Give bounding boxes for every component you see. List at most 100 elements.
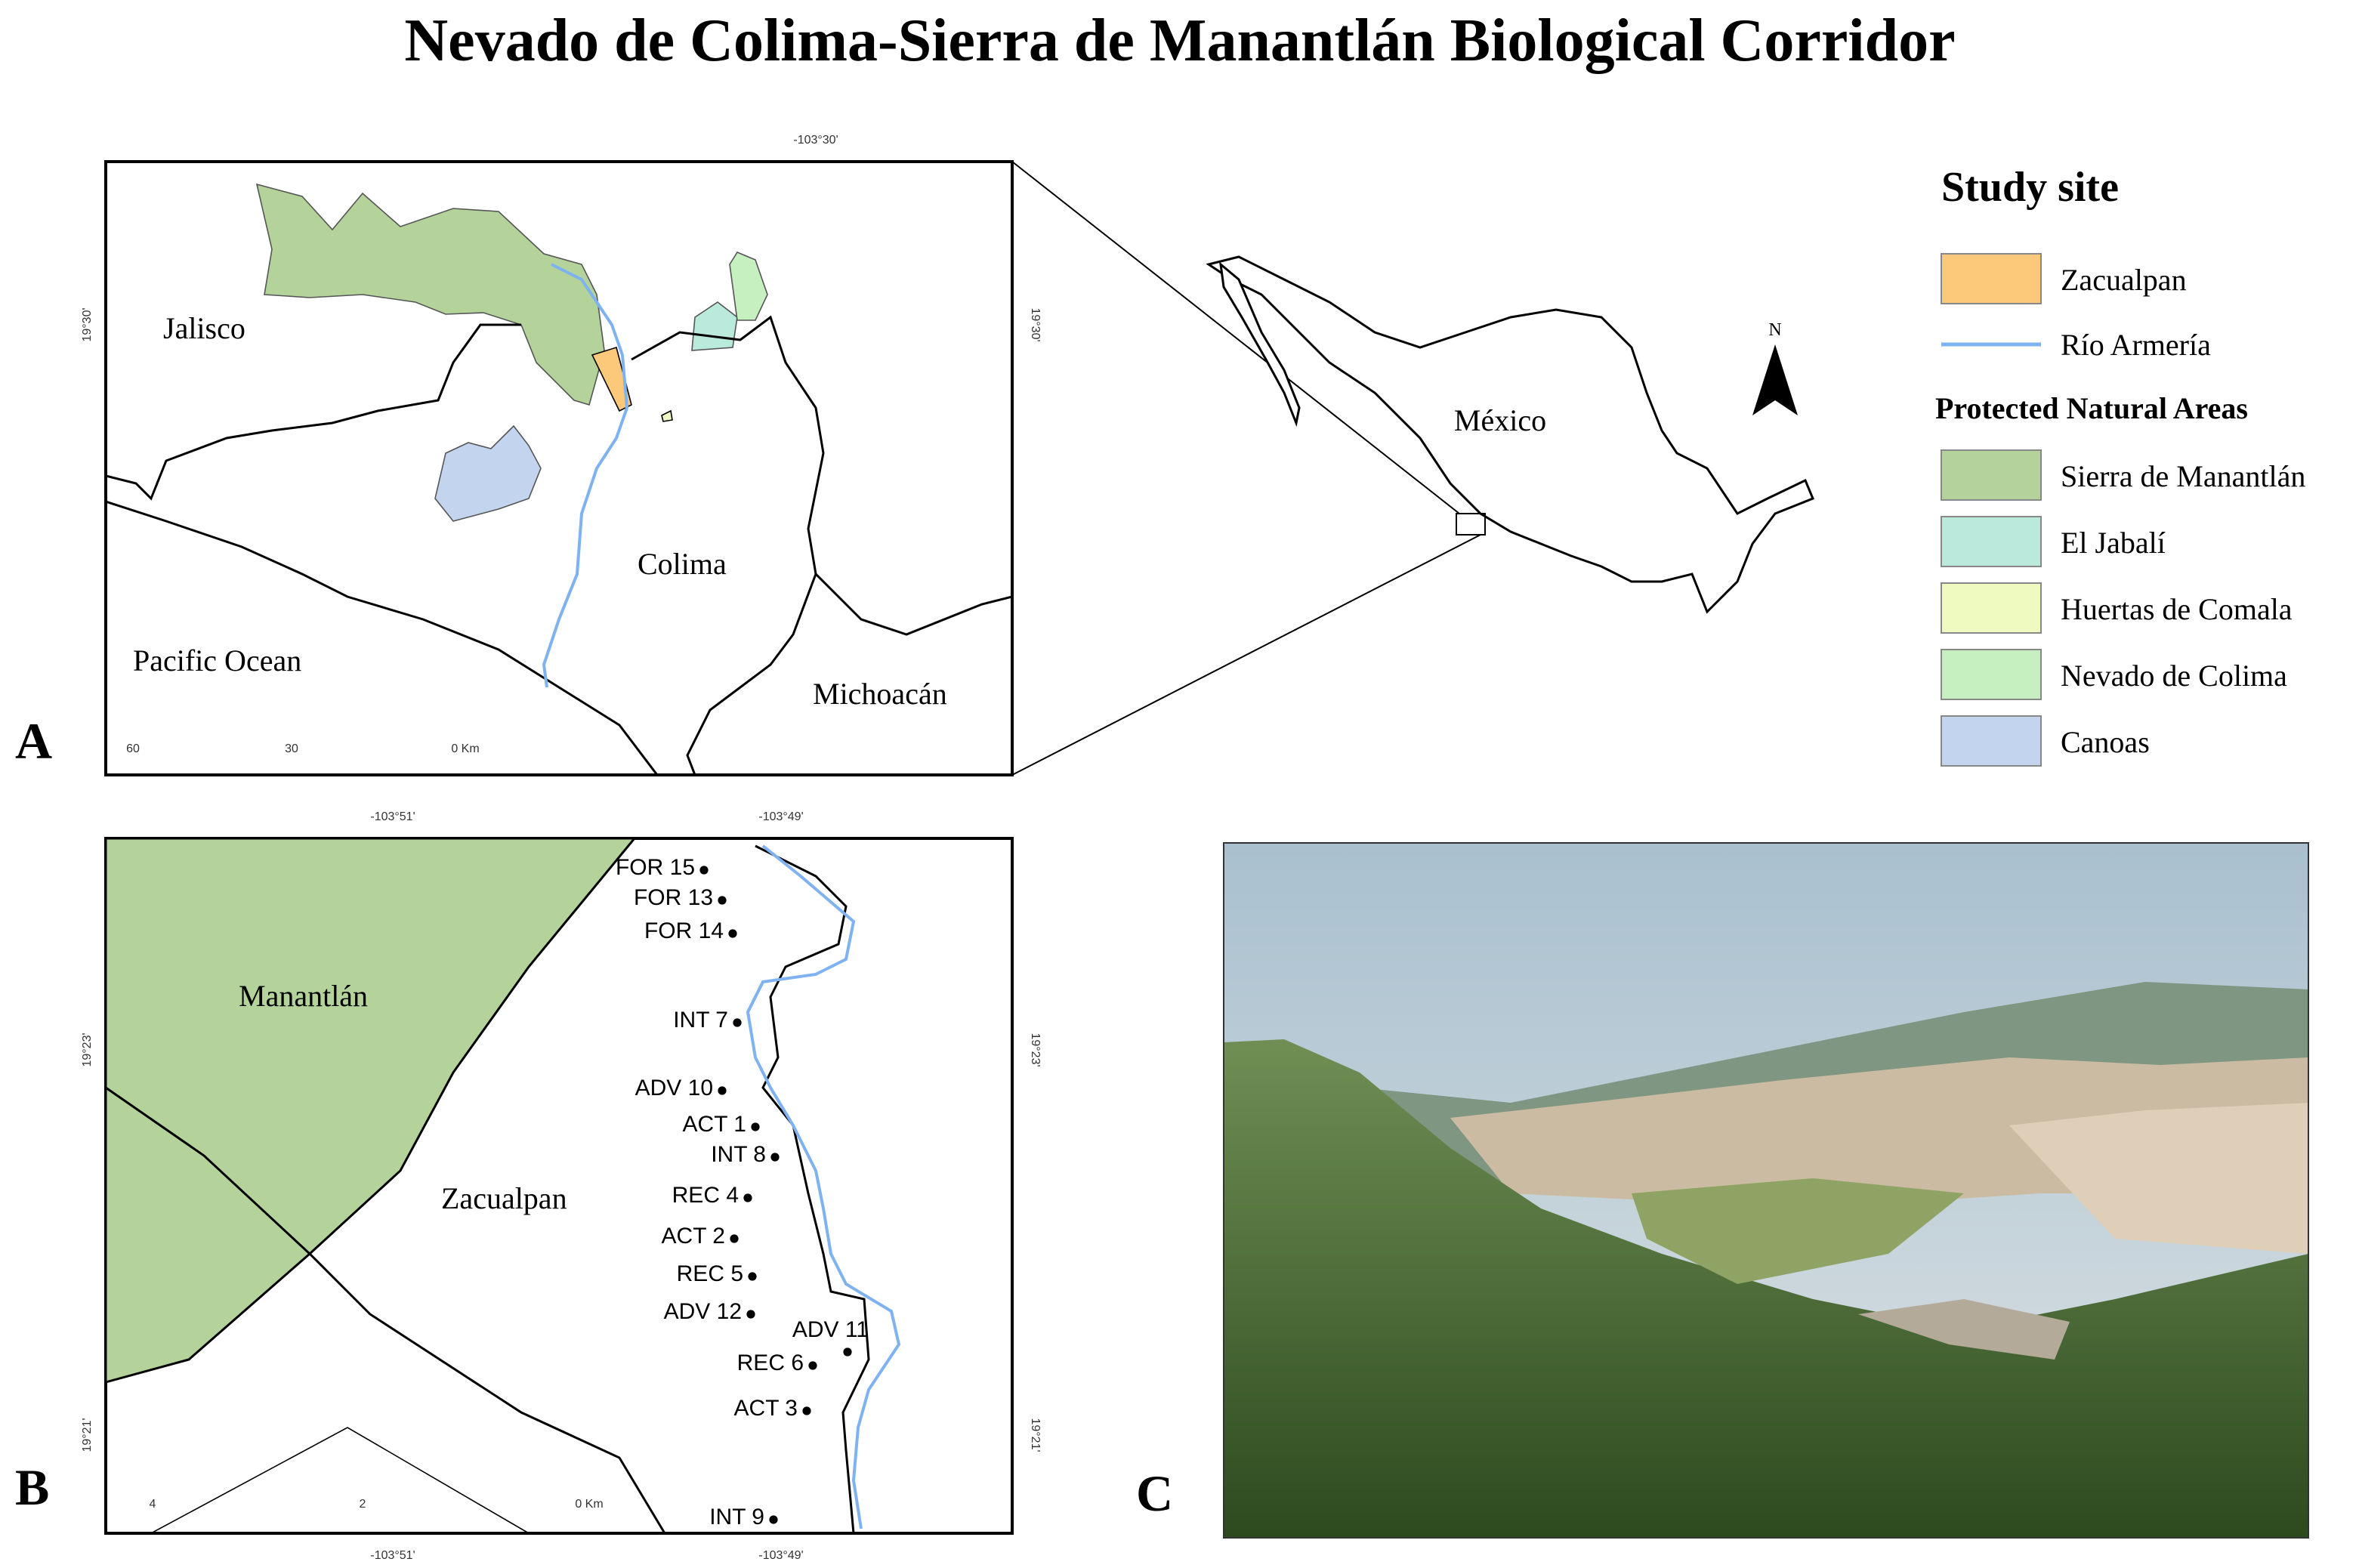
landscape-photo — [1223, 842, 2309, 1539]
site-point — [718, 1086, 727, 1095]
region-label: Michoacán — [813, 677, 947, 711]
zacualpan-area — [591, 346, 632, 412]
region-label: Pacific Ocean — [133, 644, 301, 678]
contour — [150, 1427, 530, 1533]
site-label: ACT 3 — [734, 1396, 798, 1421]
site-label: REC 6 — [737, 1350, 804, 1375]
legend-label: Zacualpan — [2061, 263, 2187, 297]
legend-swatch — [1941, 516, 2042, 567]
legend-swatch — [1941, 253, 2042, 304]
river — [542, 263, 629, 688]
coord-label: 19°23' — [81, 1032, 94, 1066]
coord-label: -103°51' — [370, 1549, 415, 1562]
site-label: ADV 11 — [792, 1317, 869, 1342]
coord-label: 19°23' — [1029, 1032, 1042, 1066]
manantlan-area — [106, 838, 636, 1384]
site-label: INT 9 — [709, 1505, 764, 1529]
coord-label: 19°21' — [1029, 1418, 1042, 1452]
legend-label: Huertas de Comala — [2061, 592, 2293, 626]
coord-label: -103°30' — [793, 134, 838, 147]
legend-label: El Jabalí — [2061, 526, 2166, 560]
state-boundary — [631, 315, 825, 775]
coord-label: -103°51' — [370, 810, 415, 823]
legend-areas: Sierra de Manantlán El Jabalí Huertas de C… — [1941, 449, 2305, 767]
region-label: Jalisco — [163, 311, 245, 345]
coord-label: -103°49' — [758, 1549, 803, 1562]
region-label: Zacualpan — [441, 1181, 567, 1215]
site-point — [730, 1234, 739, 1243]
site-point — [770, 1153, 780, 1162]
site-label: INT 8 — [711, 1142, 766, 1167]
site-point — [718, 896, 727, 905]
north-label: N — [1768, 320, 1781, 340]
country-label: México — [1454, 403, 1546, 437]
zoom-line — [1011, 161, 1460, 514]
legend-label: Canoas — [2061, 725, 2150, 759]
site-point — [843, 1347, 852, 1357]
panel-label: C — [1136, 1465, 1173, 1522]
map-b — [106, 838, 901, 1533]
zoom-line — [1011, 534, 1481, 776]
legend-label: Sierra de Manantlán — [2061, 459, 2305, 493]
scale-label: 30 — [285, 742, 298, 755]
canoas-area — [434, 424, 542, 522]
boundary — [106, 1086, 666, 1533]
site-label: FOR 14 — [644, 918, 724, 943]
site-label: FOR 15 — [616, 855, 695, 880]
site-point — [746, 1310, 755, 1319]
coord-label: 19°30' — [81, 307, 94, 341]
site-label: ACT 2 — [662, 1224, 725, 1249]
site-point — [808, 1361, 817, 1370]
legend-swatch — [1941, 715, 2042, 767]
site-label: FOR 13 — [634, 885, 713, 910]
site-point — [751, 1122, 760, 1131]
coastline — [106, 500, 659, 775]
site-point — [728, 929, 737, 938]
site-point — [802, 1406, 811, 1415]
legend-label: Río Armería — [2061, 328, 2211, 362]
mexico-outline — [1206, 255, 1814, 614]
region-label: Colima — [638, 547, 727, 581]
site-point — [769, 1515, 778, 1524]
site-point — [743, 1193, 752, 1202]
coord-label: -103°49' — [758, 810, 803, 823]
north-arrow — [1752, 344, 1798, 415]
site-label: ACT 1 — [683, 1112, 746, 1137]
region-label: Manantlán — [239, 979, 368, 1013]
sierra-manantlan-area — [255, 183, 605, 406]
baja-california — [1219, 261, 1301, 427]
scale-label: 60 — [126, 742, 140, 755]
site-point — [733, 1018, 742, 1027]
scale-label: 0 Km — [451, 742, 479, 755]
nevado-colima-area — [729, 252, 768, 321]
legend-swatch — [1941, 649, 2042, 700]
panel-label: B — [15, 1458, 49, 1516]
huertas-comala-area — [661, 409, 673, 422]
site-label: REC 4 — [672, 1183, 739, 1208]
panel-label: A — [15, 712, 52, 770]
legend-subtitle: Protected Natural Areas — [1935, 391, 2248, 425]
river — [746, 844, 901, 1529]
inset-box — [1456, 513, 1486, 536]
state-boundary — [106, 323, 521, 501]
legend-swatch — [1941, 449, 2042, 501]
sites: FOR 15 FOR 13 FOR 14 INT 7 ADV 10 ACT 1 INT 8 R… — [616, 855, 869, 1529]
site-label: ADV 12 — [664, 1299, 742, 1324]
scale-label: 0 Km — [575, 1498, 603, 1511]
site-label: ADV 10 — [635, 1076, 713, 1100]
map-a — [106, 183, 1012, 775]
legend-label: Nevado de Colima — [2061, 659, 2287, 693]
site-label: INT 7 — [673, 1008, 728, 1032]
site-point — [699, 866, 709, 875]
coord-label: 19°21' — [81, 1418, 94, 1452]
legend-swatch — [1941, 582, 2042, 634]
coord-label: 19°30' — [1029, 307, 1042, 341]
legend-title: Study site — [1941, 164, 2119, 211]
site-label: REC 5 — [677, 1261, 743, 1286]
scale-label: 4 — [150, 1498, 156, 1511]
title: Nevado de Colima-Sierra de Manantlán Bio… — [404, 8, 1955, 74]
site-point — [748, 1272, 757, 1281]
scale-label: 2 — [360, 1498, 366, 1511]
